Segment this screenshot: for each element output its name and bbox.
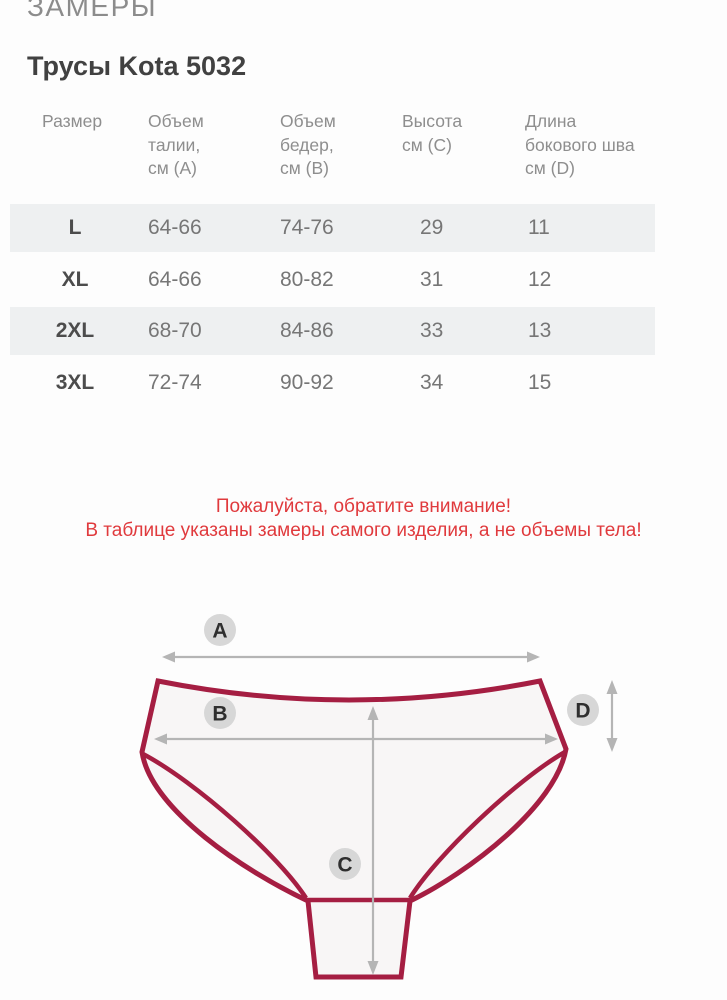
table-row: XL 64-66 80-82 31 12	[10, 256, 655, 304]
table-row: 2XL 68-70 84-86 33 13	[10, 307, 655, 355]
size-cell: XL	[61, 268, 89, 291]
waist-cell: 68-70	[148, 319, 202, 342]
side-seam-cell: 15	[528, 371, 552, 394]
svg-text:B: B	[212, 703, 227, 726]
waist-cell: 72-74	[148, 371, 202, 394]
measure-arrow-c	[367, 706, 379, 975]
measure-arrow-d	[606, 680, 618, 752]
table-row: 3XL 72-74 90-92 34 15	[10, 359, 655, 407]
column-header-side-seam: Длина бокового шва см (D)	[525, 111, 635, 179]
attention-notice: Пожалуйста, обратите внимание! В таблице…	[85, 496, 642, 542]
panties-outline	[139, 678, 569, 980]
measure-label-c: C	[329, 848, 361, 880]
measure-arrow-b	[154, 733, 558, 745]
page-title: ЗАМЕРЫ	[27, 0, 158, 22]
waist-cell: 64-66	[148, 268, 202, 291]
svg-text:C: C	[337, 854, 352, 877]
waist-cell: 64-66	[148, 216, 202, 239]
side-seam-cell: 11	[528, 216, 550, 239]
hips-cell: 80-82	[280, 268, 334, 291]
column-header-waist: Объем талии, см (A)	[148, 111, 204, 179]
leg-seam-left	[141, 752, 308, 900]
height-cell: 31	[420, 268, 444, 291]
size-cell: 2XL	[55, 319, 95, 342]
svg-text:A: A	[212, 620, 227, 643]
height-cell: 34	[420, 371, 444, 394]
table-row: L 64-66 74-76 29 11	[10, 204, 655, 252]
svg-text:D: D	[575, 700, 590, 723]
side-seam-cell: 12	[528, 268, 552, 291]
measure-label-a: A	[204, 614, 236, 646]
measure-label-b: B	[204, 697, 236, 729]
leg-seam-right	[408, 750, 567, 900]
measure-arrow-a	[162, 651, 540, 663]
column-header-size: Размер	[42, 111, 103, 131]
column-header-hips: Объем бедер, см (B)	[280, 111, 336, 179]
height-cell: 33	[420, 319, 444, 342]
column-header-height: Высота см (C)	[402, 111, 463, 155]
side-seam-cell: 13	[528, 319, 552, 342]
size-cell: 3XL	[55, 371, 95, 394]
height-cell: 29	[420, 216, 444, 239]
hips-cell: 90-92	[280, 371, 334, 394]
hips-cell: 74-76	[280, 216, 334, 239]
size-cell: L	[68, 216, 82, 239]
product-title: Трусы Kota 5032	[27, 51, 247, 81]
measure-label-d: D	[567, 694, 599, 726]
hips-cell: 84-86	[280, 319, 334, 342]
